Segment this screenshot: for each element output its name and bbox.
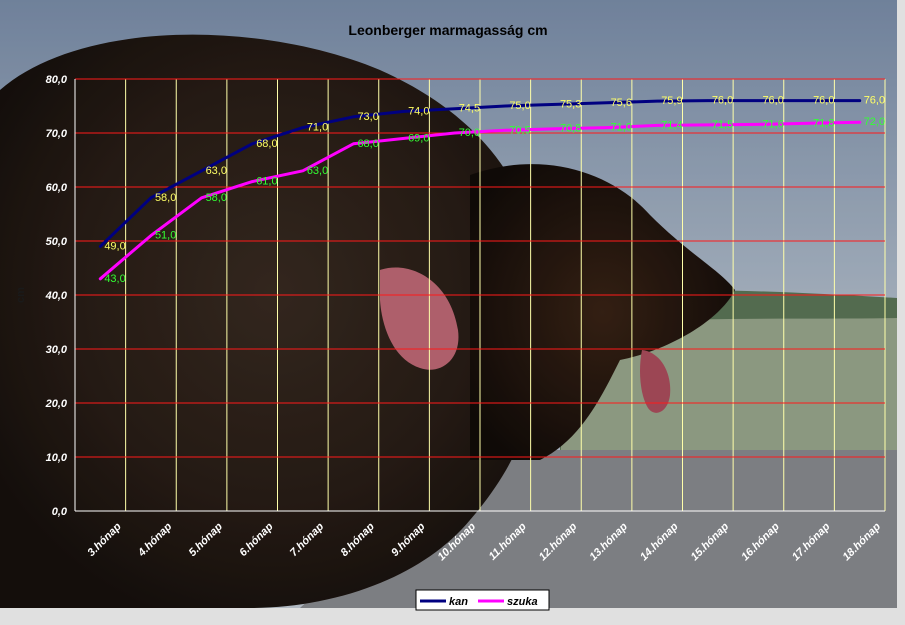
data-label-kan: 73,0 bbox=[357, 111, 378, 123]
y-tick-label: 50,0 bbox=[46, 236, 68, 248]
data-label-kan: 75,9 bbox=[661, 95, 682, 107]
data-label-szuka: 71,4 bbox=[661, 119, 682, 131]
data-label-kan: 58,0 bbox=[155, 192, 176, 204]
data-label-szuka: 61,0 bbox=[256, 176, 277, 188]
data-label-szuka: 70,8 bbox=[560, 123, 581, 135]
data-label-szuka: 71,0 bbox=[611, 122, 632, 134]
dog2-tongue bbox=[640, 350, 671, 413]
data-label-kan: 76,0 bbox=[712, 95, 733, 107]
series-line-kan bbox=[98, 99, 862, 248]
data-label-kan: 76,0 bbox=[762, 95, 783, 107]
data-label-kan: 71,0 bbox=[307, 122, 328, 134]
data-label-kan: 76,0 bbox=[813, 95, 834, 107]
y-tick-label: 0,0 bbox=[52, 506, 68, 518]
y-tick-label: 70,0 bbox=[46, 128, 68, 140]
data-label-szuka: 58,0 bbox=[206, 192, 227, 204]
data-label-szuka: 68,0 bbox=[357, 138, 378, 150]
data-label-kan: 68,0 bbox=[256, 138, 277, 150]
chart-title: Leonberger marmagasság cm bbox=[348, 22, 547, 38]
data-label-kan: 74,0 bbox=[408, 105, 429, 117]
data-label-szuka: 51,0 bbox=[155, 230, 176, 242]
dog-tongue bbox=[380, 267, 459, 370]
data-label-kan: 63,0 bbox=[206, 165, 227, 177]
data-label-szuka: 63,0 bbox=[307, 165, 328, 177]
data-label-szuka: 71,5 bbox=[712, 119, 733, 131]
legend-label-kan: kan bbox=[449, 596, 468, 608]
data-label-kan: 75,0 bbox=[509, 100, 530, 112]
data-labels: 49,0 58,0 63,0 68,0 71,0 73,0 74,0 74,5 75,0 75,3… bbox=[104, 95, 885, 285]
legend-label-szuka: szuka bbox=[507, 596, 538, 608]
y-tick-label: 20,0 bbox=[45, 398, 68, 410]
y-tick-labels: 0,0 10,0 20,0 30,0 40,0 50,0 60,0 70,0 80,0 bbox=[45, 74, 68, 518]
data-label-szuka: 70,5 bbox=[509, 124, 530, 136]
data-label-szuka: 72,0 bbox=[864, 116, 885, 128]
data-label-kan: 75,6 bbox=[611, 97, 632, 109]
y-tick-label: 40,0 bbox=[45, 290, 68, 302]
data-label-szuka: 69,0 bbox=[408, 132, 429, 144]
data-label-kan: 75,3 bbox=[560, 98, 581, 110]
legend: kan szuka bbox=[415, 589, 550, 611]
data-label-kan: 49,0 bbox=[104, 240, 125, 252]
y-tick-label: 10,0 bbox=[46, 452, 68, 464]
y-tick-label: 30,0 bbox=[46, 344, 68, 356]
data-label-szuka: 71,8 bbox=[813, 117, 834, 129]
series bbox=[98, 99, 862, 281]
dog-front bbox=[0, 34, 548, 609]
y-tick-label: 60,0 bbox=[46, 182, 68, 194]
y-axis-label: cm bbox=[15, 287, 27, 303]
data-label-szuka: 71,6 bbox=[762, 118, 783, 130]
data-label-szuka: 43,0 bbox=[104, 273, 125, 285]
data-label-szuka: 70,0 bbox=[459, 127, 480, 139]
data-label-kan: 74,5 bbox=[459, 103, 480, 115]
series-line-szuka bbox=[98, 120, 862, 281]
axes bbox=[74, 79, 885, 512]
dog-back bbox=[470, 164, 735, 460]
grid bbox=[75, 78, 886, 511]
data-label-kan: 76,0 bbox=[864, 95, 885, 107]
y-tick-label: 80,0 bbox=[46, 74, 68, 86]
